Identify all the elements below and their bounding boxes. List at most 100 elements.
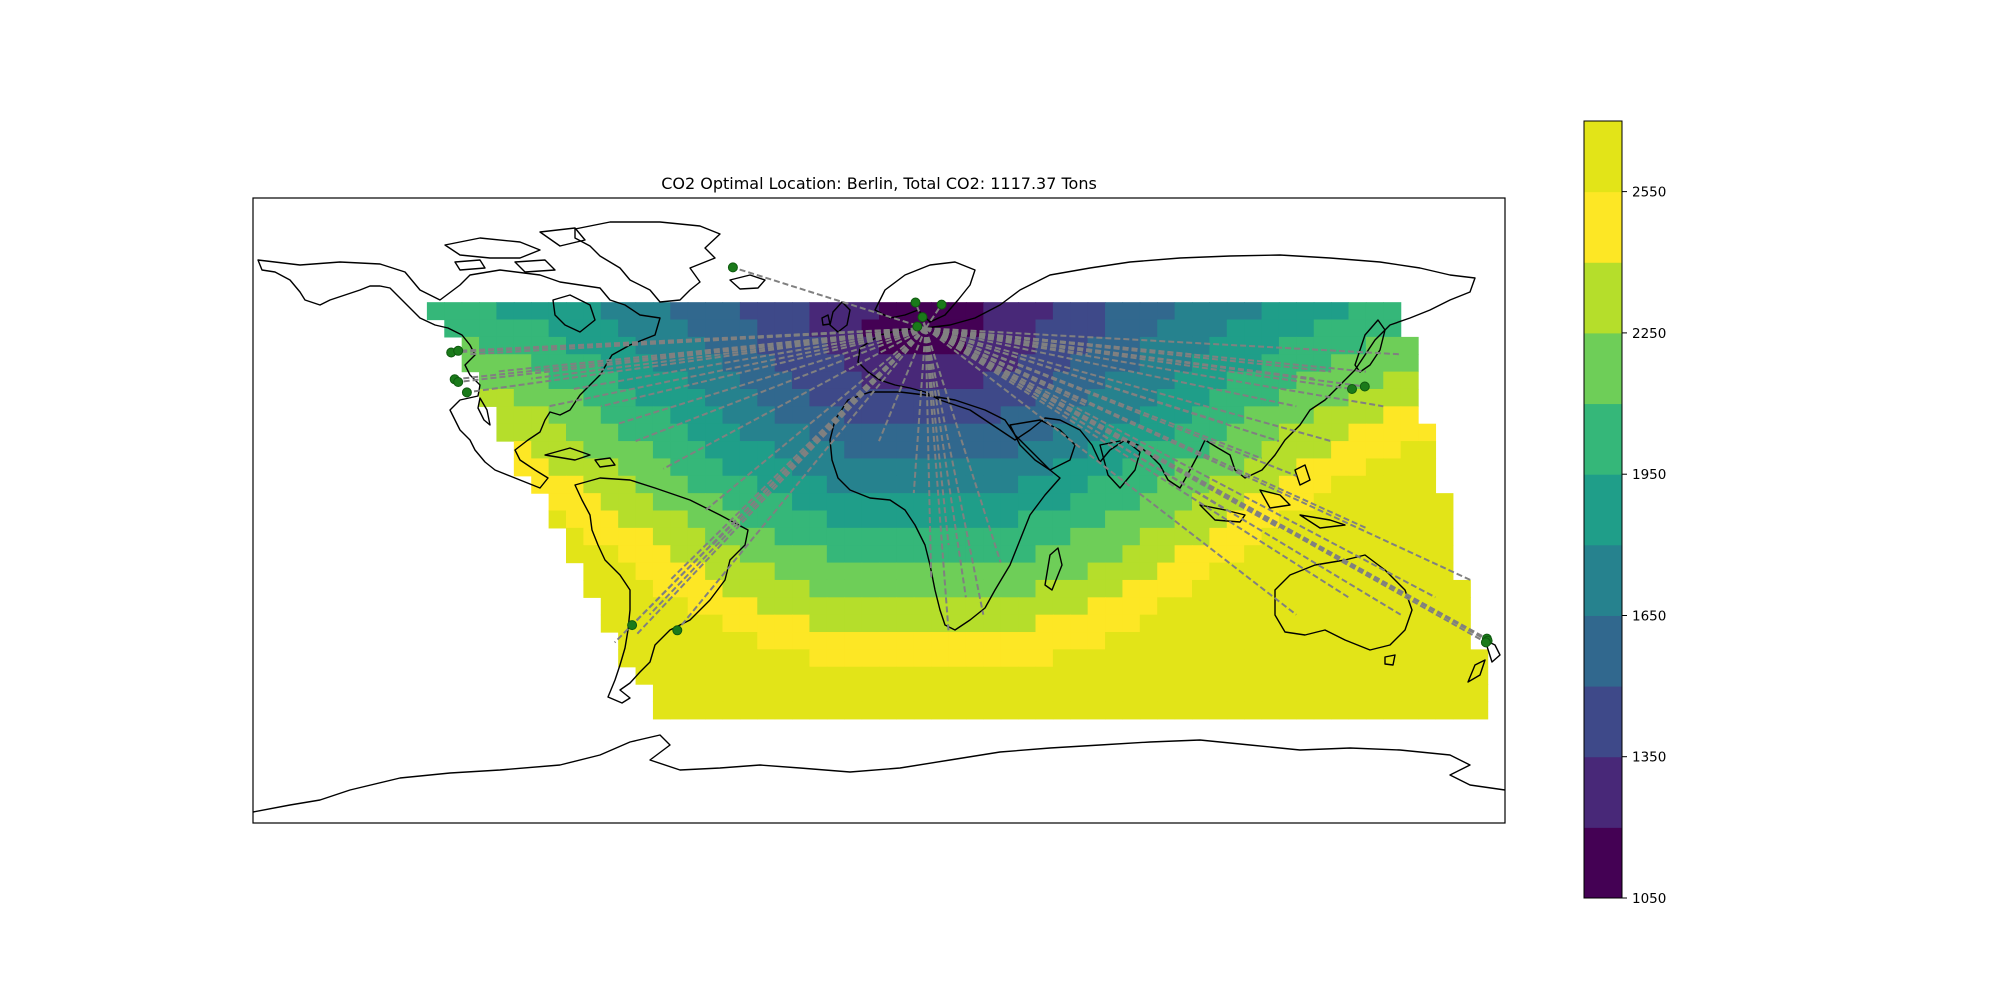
contour-cell (705, 701, 724, 720)
contour-cell (965, 354, 984, 373)
contour-cell (879, 632, 897, 650)
contour-cell (461, 319, 480, 338)
contour-cell (844, 423, 863, 442)
site-marker[interactable] (917, 312, 928, 323)
site-marker[interactable] (453, 377, 464, 387)
contour-cell (913, 493, 932, 512)
map-area[interactable] (252, 197, 1506, 824)
contour-cell (739, 614, 758, 633)
contour-cell (792, 614, 811, 633)
colorbar-segment (1584, 262, 1622, 334)
contour-cell (513, 441, 532, 460)
site-marker[interactable] (461, 387, 472, 398)
contour-cell (1000, 562, 1019, 581)
contour-cell (896, 684, 915, 703)
contour-cell (600, 579, 619, 598)
contour-cell (809, 614, 828, 633)
contour-cell (809, 545, 828, 564)
contour-cell (1052, 701, 1071, 720)
contour-cell (739, 579, 758, 598)
contour-cell (1052, 632, 1071, 650)
contour-cell (1400, 388, 1419, 407)
contour-cell (774, 579, 793, 598)
site-marker[interactable] (727, 262, 738, 273)
contour-cell (948, 545, 967, 564)
contour-cell (1313, 597, 1332, 616)
contour-cell (1296, 632, 1315, 650)
contour-cell (1105, 510, 1124, 529)
contour-cell (1313, 632, 1332, 650)
contour-cell (1035, 458, 1054, 477)
contour-cell (948, 666, 967, 685)
site-marker[interactable] (1480, 637, 1491, 648)
contour-cell (1383, 597, 1402, 616)
contour-cell (1139, 475, 1158, 494)
contour-cell (566, 458, 584, 477)
contour-cell (879, 475, 897, 494)
connection-line (924, 327, 1002, 563)
contour-cell (826, 510, 845, 529)
contour-cell (826, 666, 845, 685)
site-marker[interactable] (910, 297, 921, 308)
site-marker[interactable] (453, 345, 464, 356)
site-marker[interactable] (627, 620, 638, 631)
contour-cell (792, 545, 811, 564)
contour-cell (948, 406, 967, 425)
contour-cell (1105, 545, 1124, 564)
contour-cell (774, 562, 793, 581)
contour-cell (1435, 510, 1454, 529)
contour-cell (1035, 649, 1054, 668)
contour-cell (1052, 614, 1071, 633)
contour-cell (1261, 666, 1280, 685)
contour-cell (1226, 475, 1245, 494)
contour-cell (1105, 371, 1124, 390)
site-marker[interactable] (672, 625, 683, 636)
contour-cell (444, 302, 463, 321)
contour-cell (1139, 579, 1158, 598)
contour-cell (1122, 458, 1141, 477)
contour-cell (792, 562, 811, 581)
contour-cell (1383, 649, 1402, 668)
site-marker[interactable] (936, 299, 947, 310)
contour-cell (983, 475, 1002, 494)
contour-cell (1400, 441, 1419, 460)
contour-cell (861, 597, 880, 616)
contour-cell (1383, 701, 1402, 720)
coastline-tasmania (1384, 654, 1396, 666)
contour-cell (1122, 493, 1141, 512)
contour-cell (1296, 510, 1315, 529)
site-marker[interactable] (912, 321, 923, 332)
contour-cell (1278, 701, 1297, 720)
contour-cell (618, 649, 637, 668)
contour-cell (809, 510, 828, 529)
contour-cell (1035, 632, 1054, 650)
contour-cell (809, 371, 828, 390)
contour-cell (722, 649, 741, 668)
contour-cell (687, 701, 706, 720)
contour-cell (739, 475, 758, 494)
contour-cell (548, 388, 567, 407)
site-marker[interactable] (1347, 384, 1357, 394)
contour-cell (913, 527, 932, 546)
contour-cell (879, 701, 897, 720)
site-marker[interactable] (1359, 381, 1370, 392)
contour-cell (1226, 441, 1245, 460)
contour-cell (1174, 319, 1193, 338)
contour-cell (757, 302, 776, 321)
contour-cell (1018, 458, 1037, 477)
connection-line (912, 328, 927, 494)
contour-cell (1192, 649, 1210, 668)
contour-cell (583, 423, 602, 442)
contour-cell (1122, 562, 1141, 581)
contour-cell (1000, 632, 1019, 650)
contour-cell (1400, 458, 1419, 477)
coastline-uk (821, 301, 851, 333)
contour-cell (1035, 579, 1054, 598)
contour-cell (635, 666, 654, 685)
contour-cell (948, 475, 967, 494)
contour-cell (531, 406, 550, 425)
contour-cell (931, 493, 950, 512)
contour-cell (670, 527, 689, 546)
connection-line (925, 327, 1402, 616)
contour-cell (1139, 666, 1158, 685)
